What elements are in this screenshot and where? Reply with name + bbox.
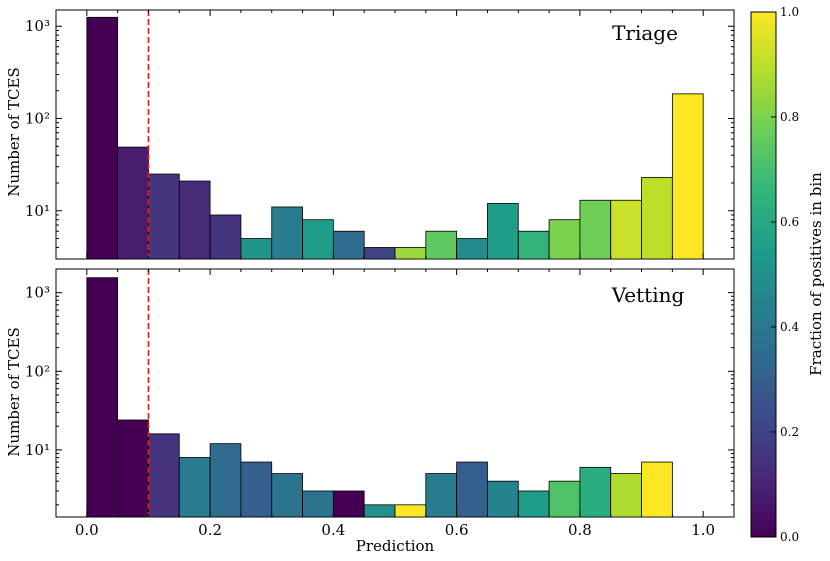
histogram-bar (302, 490, 334, 518)
histogram-bar (240, 238, 273, 260)
histogram-bar (148, 173, 180, 260)
histogram-bar (456, 238, 488, 260)
triage-bars (86, 16, 704, 260)
triage-panel: 10¹ 10² 10³ Triage Number of TCES (5, 9, 735, 260)
histogram-bar (86, 16, 119, 260)
y-tick-label: 10³ (25, 284, 50, 302)
colorbar-tick-label: 0.2 (780, 425, 799, 439)
triage-ylabel: Number of TCES (5, 67, 23, 197)
colorbar-tick-label: 0.6 (780, 215, 799, 229)
histogram-bar (363, 247, 396, 260)
histogram-bar (641, 176, 673, 260)
triage-yticks: 10¹ 10² 10³ (25, 17, 734, 260)
histogram-bar (425, 473, 458, 518)
histogram-bar (178, 457, 211, 518)
histogram-bar (579, 466, 612, 518)
histogram-bar (610, 199, 642, 260)
histogram-bar (487, 480, 519, 518)
histogram-bar (517, 490, 550, 518)
histogram-bar (394, 504, 427, 518)
vetting-xticks: 0.0 0.2 0.4 0.6 0.8 1.0 (55, 269, 735, 539)
histogram-bar (394, 247, 427, 260)
histogram-bar (671, 93, 704, 260)
x-tick-label: 0.8 (568, 521, 592, 539)
x-tick-label: 0.6 (445, 521, 469, 539)
histogram-bar (148, 433, 180, 518)
histogram-bar (610, 473, 642, 518)
triage-panel-title: Triage (612, 21, 678, 45)
colorbar-tick-label: 0.0 (780, 530, 799, 544)
histogram-bar (579, 199, 612, 260)
histogram-bar (332, 230, 365, 260)
histogram-bar (517, 230, 550, 260)
y-tick-label: 10³ (25, 17, 50, 35)
histogram-bar (86, 277, 119, 518)
triage-xticks (55, 10, 735, 259)
histogram-bar (117, 419, 149, 518)
x-tick-label: 0.0 (75, 521, 99, 539)
y-tick-label: 10¹ (25, 441, 50, 459)
colorbar-gradient (750, 11, 777, 538)
histogram-bar (548, 480, 581, 518)
histogram-bar (271, 473, 303, 518)
histogram-bar (332, 490, 365, 518)
y-tick-label: 10² (25, 362, 50, 380)
histogram-bar (271, 206, 303, 260)
vetting-ylabel: Number of TCES (5, 327, 23, 457)
vetting-bars (86, 277, 673, 518)
colorbar-tick-label: 1.0 (780, 5, 799, 19)
histogram-bar (209, 443, 242, 518)
histogram-bar (363, 504, 396, 518)
histogram-bar (209, 214, 242, 260)
colorbar-tick-label: 0.4 (780, 320, 799, 334)
colorbar-label: Fraction of positives in bin (807, 172, 825, 376)
colorbar-tick-label: 0.8 (780, 110, 799, 124)
colorbar: 0.0 0.2 0.4 0.6 0.8 1.0 Fraction of positives… (750, 5, 825, 544)
vetting-yticks: 10¹ 10² 10³ (25, 268, 734, 506)
x-tick-label: 0.2 (198, 521, 222, 539)
histogram-bar (641, 461, 673, 518)
x-axis-label: Prediction (356, 537, 435, 555)
vetting-panel-title: Vetting (611, 283, 685, 307)
histogram-bar (487, 203, 519, 260)
histogram-bar (117, 146, 149, 260)
histogram-bar (178, 180, 211, 260)
histogram-bar (548, 219, 581, 260)
histogram-bar (456, 461, 488, 518)
vetting-panel: 10¹ 10² 10³ 0.0 0.2 0.4 0.6 0.8 1.0 Vetting Num… (5, 268, 735, 555)
y-tick-label: 10¹ (25, 202, 50, 220)
histogram-bar (302, 219, 334, 260)
colorbar-ticks: 0.0 0.2 0.4 0.6 0.8 1.0 (771, 5, 799, 544)
histogram-bar (425, 230, 458, 260)
histogram-bar (240, 461, 273, 518)
x-tick-label: 1.0 (691, 521, 715, 539)
x-tick-label: 0.4 (321, 521, 345, 539)
y-tick-label: 10² (25, 110, 50, 128)
